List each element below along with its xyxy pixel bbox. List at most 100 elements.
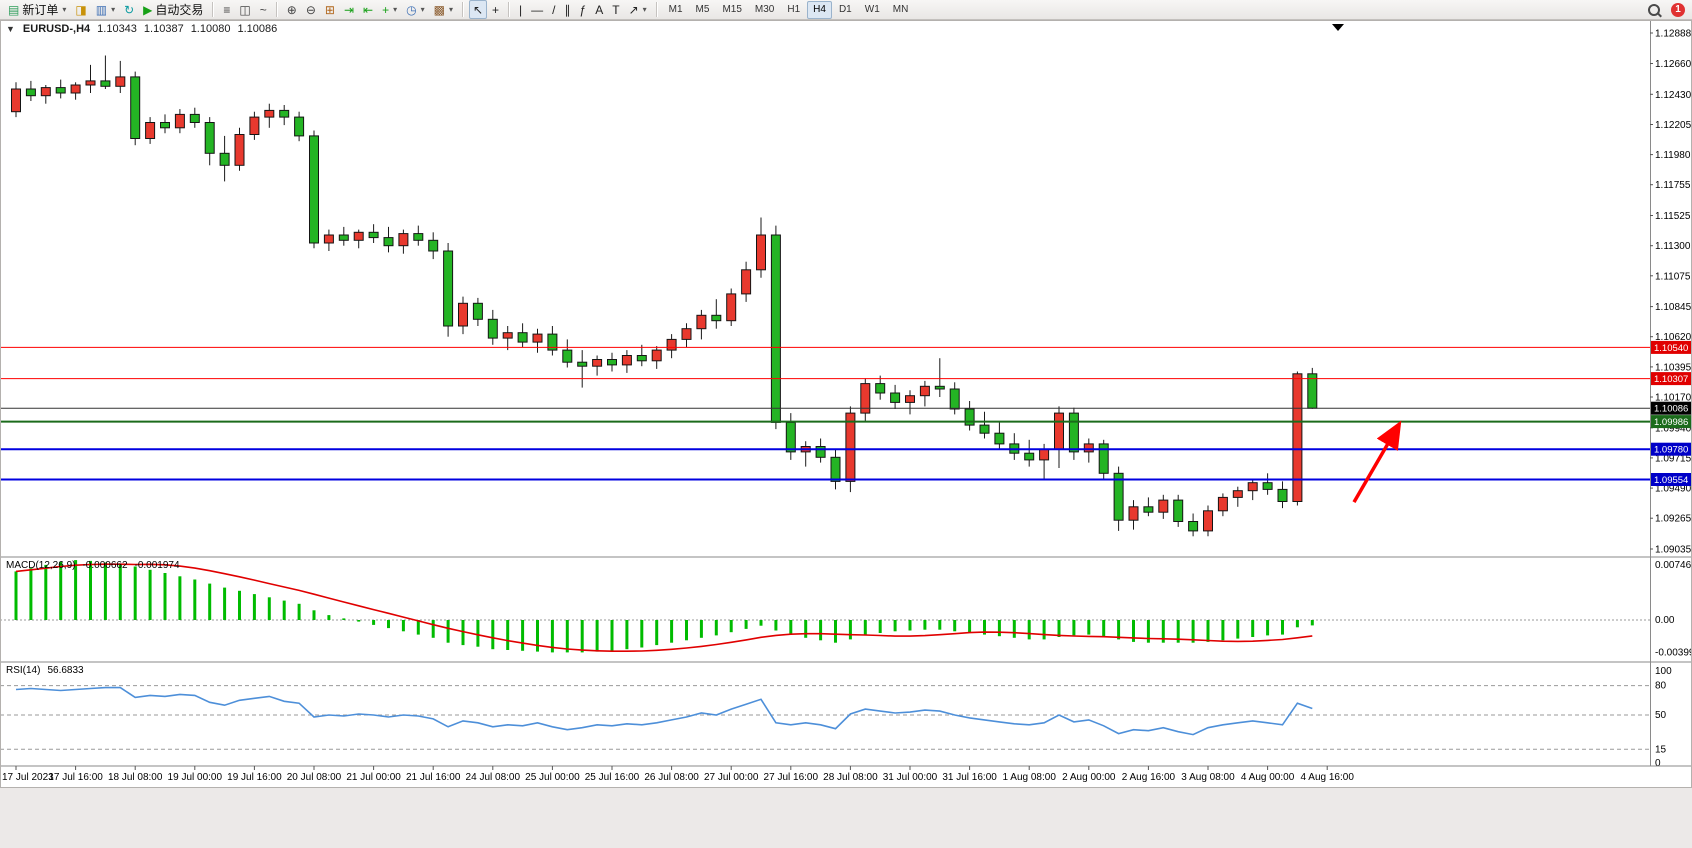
timeframe-m5-button[interactable]: M5 bbox=[695, 4, 710, 15]
svg-text:1.10395: 1.10395 bbox=[1655, 362, 1692, 373]
arrow-annotation[interactable] bbox=[1352, 420, 1402, 503]
trendline-button[interactable]: / bbox=[548, 0, 559, 19]
ohlc-close: 1.10086 bbox=[237, 23, 278, 35]
svg-text:1.10620: 1.10620 bbox=[1655, 332, 1692, 343]
autotrading-button[interactable]: ▶ 自动交易 bbox=[139, 0, 207, 19]
price-badge: 1.09780 bbox=[1651, 442, 1691, 456]
notification-badge[interactable]: 1 bbox=[1671, 2, 1685, 17]
svg-text:19 Jul 00:00: 19 Jul 00:00 bbox=[168, 772, 223, 783]
rsi-pane[interactable] bbox=[0, 661, 1692, 750]
crosshair-button[interactable]: + bbox=[488, 0, 503, 19]
channel-icon: ∥ bbox=[564, 2, 571, 17]
zoom-in-button[interactable]: ⊕ bbox=[283, 0, 301, 19]
rsi-indicator-label: RSI(14) 56.6833 bbox=[6, 665, 84, 676]
svg-text:1.09940: 1.09940 bbox=[1655, 423, 1692, 434]
price-badge: 1.09986 bbox=[1651, 415, 1691, 429]
macd-name: MACD(12,26,9) bbox=[6, 560, 76, 571]
chart-plot-area[interactable] bbox=[0, 24, 1650, 537]
macd-signal-line bbox=[15, 563, 1313, 653]
svg-text:18 Jul 08:00: 18 Jul 08:00 bbox=[108, 772, 163, 783]
tile-windows-button[interactable]: ⊞ bbox=[321, 0, 339, 19]
ohlc-open: 1.10343 bbox=[97, 23, 137, 35]
svg-text:20 Jul 08:00: 20 Jul 08:00 bbox=[287, 772, 342, 783]
vertical-line-icon: | bbox=[519, 2, 523, 17]
periods-icon: ◷ bbox=[406, 2, 417, 17]
svg-text:1.12888: 1.12888 bbox=[1655, 29, 1692, 40]
svg-text:1.09986: 1.09986 bbox=[1654, 417, 1688, 428]
timeframe-h4-button[interactable]: H4 bbox=[807, 0, 832, 19]
zoom-out-icon: ⊖ bbox=[305, 2, 316, 17]
svg-text:3 Aug 08:00: 3 Aug 08:00 bbox=[1181, 772, 1235, 783]
chart-header: ▼ EURUSD-,H4 1.10343 1.10387 1.10080 1.1… bbox=[6, 23, 277, 35]
svg-text:1.11980: 1.11980 bbox=[1655, 150, 1691, 161]
macd-signal-value: -0.001974 bbox=[134, 560, 180, 571]
templates-button[interactable]: ▩ ▾ bbox=[430, 0, 457, 19]
timeframe-m15-button[interactable]: M15 bbox=[722, 4, 742, 15]
chart-window: 1.12888 1.12660 1.12430 1.12205 1.11980 1.117… bbox=[0, 20, 1692, 788]
timeframe-mn-button[interactable]: MN bbox=[892, 4, 909, 15]
horizontal-line-button[interactable]: — bbox=[527, 0, 547, 19]
svg-text:28 Jul 08:00: 28 Jul 08:00 bbox=[823, 772, 878, 783]
line-chart-icon: ~ bbox=[259, 2, 267, 17]
candlestick-chart-button[interactable]: ◫ bbox=[235, 0, 254, 19]
crosshair-icon: + bbox=[492, 2, 500, 17]
svg-text:1.09715: 1.09715 bbox=[1655, 453, 1692, 464]
toolbar-separator bbox=[508, 2, 511, 17]
timeframe-h1-button[interactable]: H1 bbox=[787, 4, 801, 15]
chart-canvas[interactable]: 1.12888 1.12660 1.12430 1.12205 1.11980 1.117… bbox=[0, 20, 1692, 788]
text-button[interactable]: A bbox=[591, 0, 607, 19]
templates-icon: ▩ bbox=[433, 2, 445, 17]
price-badge: 1.10086 bbox=[1651, 401, 1691, 415]
bars-chart-button[interactable]: ≡ bbox=[219, 0, 234, 19]
bars-chart-icon: ≡ bbox=[223, 2, 231, 17]
svg-text:1.12205: 1.12205 bbox=[1655, 120, 1692, 131]
profiles-button[interactable]: ▥ ▾ bbox=[92, 0, 119, 19]
svg-text:1.10170: 1.10170 bbox=[1655, 393, 1692, 404]
toolbar-separator bbox=[212, 2, 215, 17]
channel-button[interactable]: ∥ bbox=[561, 0, 575, 19]
timeframe-m1-button[interactable]: M1 bbox=[668, 4, 683, 15]
svg-text:100: 100 bbox=[1655, 666, 1672, 677]
timeframe-w1-button[interactable]: W1 bbox=[864, 4, 880, 15]
auto-scroll-icon: ⇥ bbox=[343, 2, 355, 17]
text-icon: A bbox=[595, 2, 604, 17]
svg-text:1.12430: 1.12430 bbox=[1655, 90, 1692, 101]
one-click-trading-toggle[interactable]: ▼ bbox=[6, 24, 15, 34]
refresh-button[interactable]: ↻ bbox=[120, 0, 138, 19]
vertical-line-button[interactable]: | bbox=[515, 0, 526, 19]
svg-text:2 Aug 00:00: 2 Aug 00:00 bbox=[1062, 772, 1116, 783]
scroll-to-end-marker[interactable] bbox=[1332, 24, 1344, 31]
periods-button[interactable]: ◷ ▾ bbox=[402, 0, 429, 19]
svg-text:24 Jul 08:00: 24 Jul 08:00 bbox=[466, 772, 521, 783]
fibonacci-button[interactable]: ƒ bbox=[576, 0, 591, 19]
svg-text:1.11300: 1.11300 bbox=[1655, 241, 1691, 252]
price-axis[interactable]: 1.12888 1.12660 1.12430 1.12205 1.11980 1.117… bbox=[1650, 20, 1692, 769]
new-chart-button[interactable]: ◨ bbox=[71, 0, 90, 19]
arrows-button[interactable]: ↗ ▾ bbox=[625, 0, 651, 19]
zoom-out-button[interactable]: ⊖ bbox=[302, 0, 320, 19]
svg-text:27 Jul 16:00: 27 Jul 16:00 bbox=[764, 772, 819, 783]
macd-pane[interactable] bbox=[0, 556, 1692, 653]
svg-text:1.11075: 1.11075 bbox=[1655, 271, 1691, 282]
svg-text:27 Jul 00:00: 27 Jul 00:00 bbox=[704, 772, 759, 783]
chart-shift-button[interactable]: ⇤ bbox=[359, 0, 377, 19]
indicators-button[interactable]: + ▾ bbox=[378, 0, 401, 19]
line-chart-button[interactable]: ~ bbox=[256, 0, 271, 19]
price-badge: 1.10307 bbox=[1651, 372, 1691, 386]
text-label-button[interactable]: T bbox=[608, 0, 623, 19]
tile-windows-icon: ⊞ bbox=[324, 2, 335, 17]
auto-scroll-button[interactable]: ⇥ bbox=[340, 0, 358, 19]
svg-text:1.12660: 1.12660 bbox=[1655, 59, 1692, 70]
search-button[interactable] bbox=[1644, 0, 1664, 19]
cursor-button[interactable]: ↖ bbox=[468, 0, 488, 19]
toolbar: ▤ 新订单 ▾ ◨ ▥ ▾ ↻ ▶ 自动交易 ≡ ◫ ~ ⊕ ⊖ ⊞ ⇥ ⇤ + ▾ ◷ ▾ ▩ ▾ ↖ + | — / ∥ ƒ A T ↗ ▾ M… bbox=[0, 0, 1692, 20]
timeframe-d1-button[interactable]: D1 bbox=[838, 4, 852, 15]
svg-text:2 Aug 16:00: 2 Aug 16:00 bbox=[1122, 772, 1176, 783]
zoom-in-icon: ⊕ bbox=[286, 2, 297, 17]
timeframe-m30-button[interactable]: M30 bbox=[754, 4, 775, 15]
chevron-down-icon: ▾ bbox=[393, 5, 398, 14]
chart-shift-icon: ⇤ bbox=[363, 2, 374, 17]
svg-text:50: 50 bbox=[1655, 710, 1667, 721]
new-order-button[interactable]: ▤ 新订单 ▾ bbox=[4, 0, 70, 19]
